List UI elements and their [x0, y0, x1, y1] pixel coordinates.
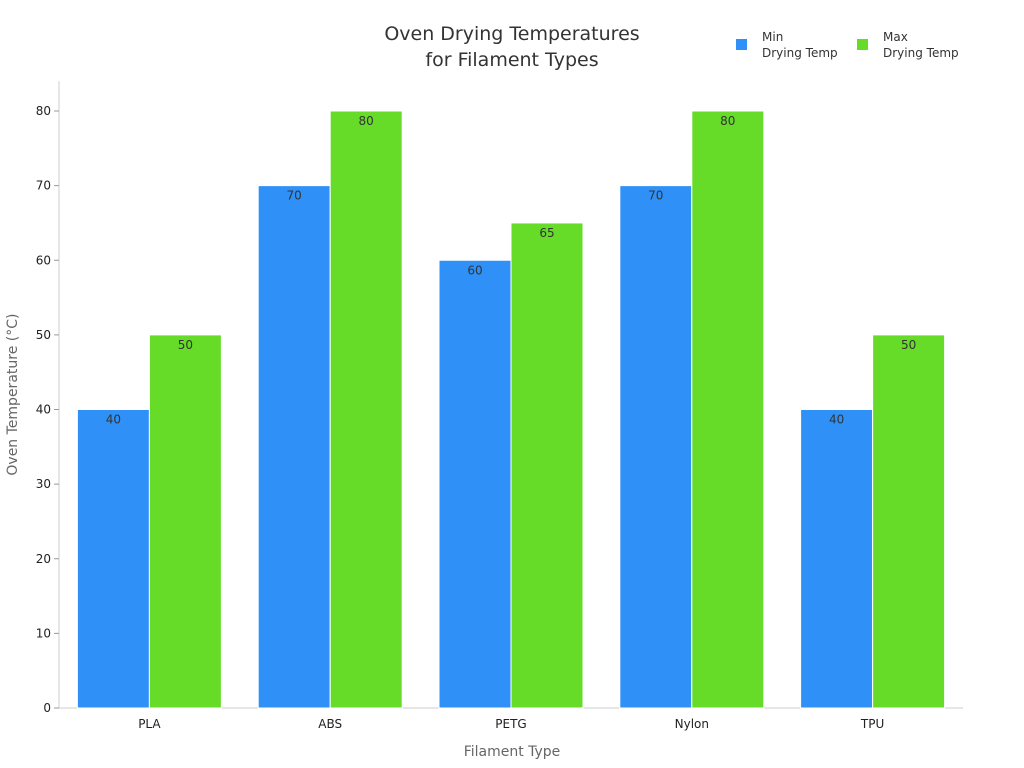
data-label: 40: [829, 413, 844, 427]
data-label: 70: [287, 189, 302, 203]
y-tick-label: 80: [36, 104, 51, 118]
chart-title: Oven Drying Temperatures for Filament Typ…: [384, 23, 639, 71]
data-label: 70: [648, 189, 663, 203]
bar-nylon-min: [619, 185, 693, 709]
bar-tpu-max: [872, 334, 946, 709]
y-tick-label: 70: [36, 179, 51, 193]
y-tick-label: 0: [43, 701, 51, 715]
y-axis-label: Oven Temperature (°C): [5, 314, 21, 476]
bar-abs-min: [257, 185, 331, 709]
y-tick-label: 10: [36, 626, 51, 640]
bar-petg-min: [438, 259, 512, 709]
y-tick-label: 40: [36, 403, 51, 417]
x-axis-label: Filament Type: [464, 744, 561, 760]
data-label: 80: [359, 114, 374, 128]
data-label: 65: [539, 226, 554, 240]
x-tick-label: PLA: [138, 717, 161, 731]
x-tick-label: PETG: [495, 717, 526, 731]
legend-label: Min Drying Temp: [762, 30, 838, 60]
x-tick-label: ABS: [318, 717, 342, 731]
bar-petg-max: [510, 222, 584, 709]
y-tick-label: 50: [36, 328, 51, 342]
bar-pla-min: [76, 409, 150, 709]
bar-pla-max: [148, 334, 222, 709]
bar-nylon-max: [691, 110, 765, 709]
bar-tpu-min: [800, 409, 874, 709]
legend-label: Max Drying Temp: [883, 30, 959, 60]
data-label: 40: [106, 413, 121, 427]
data-label: 80: [720, 114, 735, 128]
legend-swatch: [857, 39, 868, 50]
data-label: 50: [178, 338, 193, 352]
x-tick-label: Nylon: [675, 717, 709, 731]
data-label: 50: [901, 338, 916, 352]
y-tick-label: 60: [36, 253, 51, 267]
legend-swatch: [736, 39, 747, 50]
y-tick-label: 30: [36, 477, 51, 491]
x-tick-label: TPU: [860, 717, 884, 731]
y-tick-label: 20: [36, 552, 51, 566]
data-label: 60: [467, 263, 482, 277]
bar-abs-max: [329, 110, 403, 709]
